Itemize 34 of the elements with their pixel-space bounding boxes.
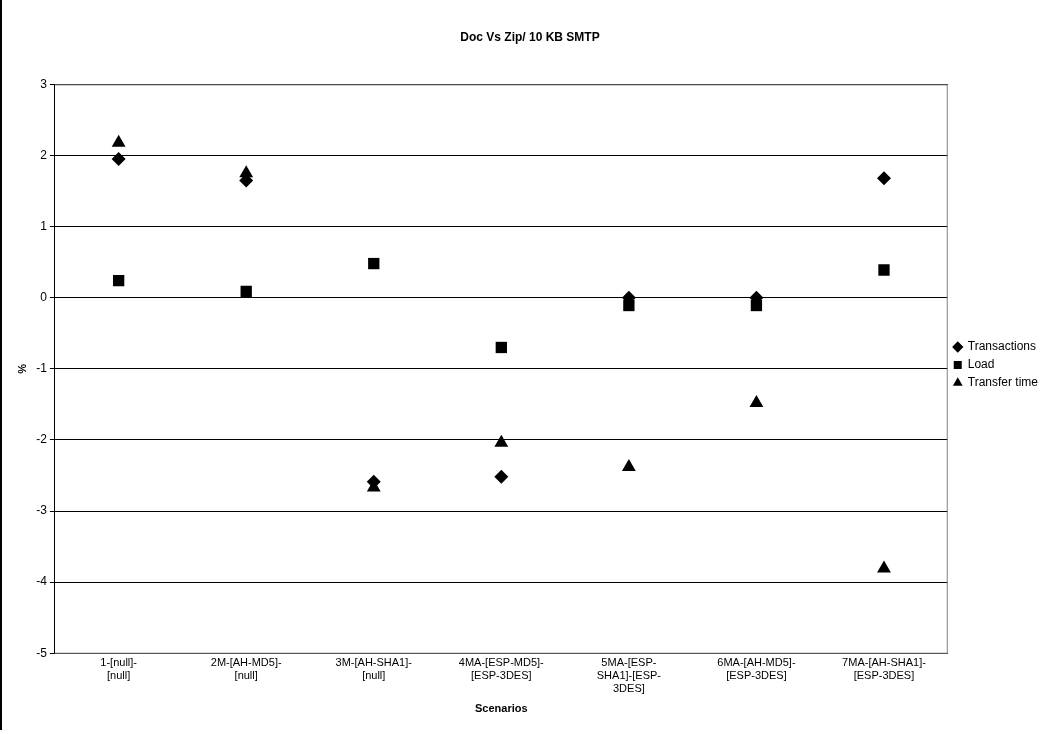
point <box>878 264 890 276</box>
point <box>876 171 891 186</box>
y-tick-label: -3 <box>36 503 48 518</box>
point <box>749 394 764 407</box>
point <box>240 285 252 297</box>
point <box>111 152 126 167</box>
point <box>112 274 125 287</box>
chart-title: Doc Vs Zip/ 10 KB SMTP <box>460 29 600 44</box>
y-tick-label: 1 <box>40 218 48 233</box>
y-tick-label: -4 <box>36 574 48 589</box>
y-tick-label: -1 <box>36 361 48 376</box>
y-tick-label: 3 <box>40 76 48 91</box>
x-tick-label: 3M-[AH-SHA1]-[null] <box>335 655 413 682</box>
y-tick-label: -2 <box>36 432 48 447</box>
point <box>494 469 509 484</box>
x-tick-label: 6MA-[AH-MD5]-[ESP-3DES] <box>717 655 796 682</box>
legend-label: Transfer time <box>967 375 1039 390</box>
x-tick-label: 7MA-[AH-SHA1]-[ESP-3DES] <box>842 655 927 682</box>
y-tick-label: 0 <box>40 290 48 305</box>
point <box>877 560 891 573</box>
x-tick-label: 1-[null]-[null] <box>100 655 138 682</box>
x-tick-label: 4MA-[ESP-MD5]-[ESP-3DES] <box>458 655 545 682</box>
point <box>621 458 636 471</box>
x-tick-label: 5MA-[ESP-SHA1]-[ESP-3DES] <box>596 655 662 695</box>
point <box>495 341 507 354</box>
x-tick-label: 2M-[AH-MD5]-[null] <box>210 655 282 682</box>
y-tick-label: 2 <box>40 147 48 162</box>
x-axis-title: Scenarios <box>475 702 528 715</box>
y-tick-label: -5 <box>36 645 48 660</box>
legend-label: Transactions <box>967 339 1037 354</box>
point <box>368 257 380 270</box>
y-axis-title: % <box>15 363 28 374</box>
legend-label: Load <box>967 357 995 372</box>
point <box>494 434 509 447</box>
